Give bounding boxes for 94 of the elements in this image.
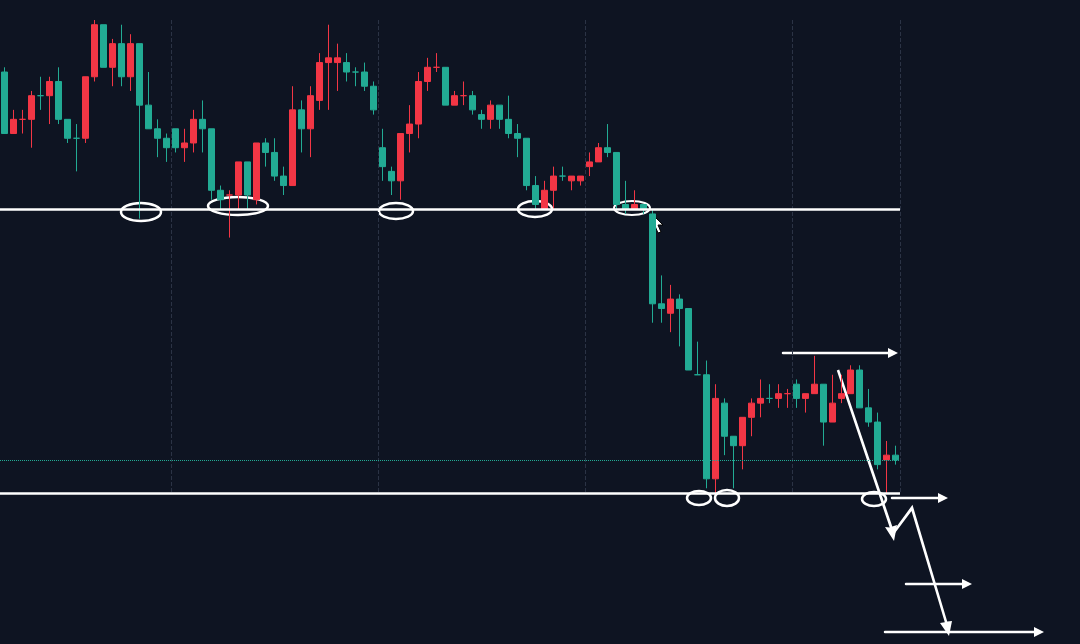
candlestick [820,383,827,447]
candlestick [253,142,260,205]
candlestick [541,180,548,210]
candlestick [136,43,143,220]
candlestick [748,397,755,437]
candlestick [433,52,440,73]
candlestick [415,71,422,139]
candlestick [451,90,458,106]
candlestick [91,19,98,82]
candlestick [190,109,197,153]
candlestick [766,383,773,404]
candlestick [64,118,71,144]
candlestick [181,128,188,163]
candlestick [883,440,890,494]
candlestick [397,133,404,201]
candlestick [442,66,449,106]
candlestick [208,128,215,201]
candlestick [568,175,575,191]
candlestick [613,151,620,210]
candlestick [595,142,602,163]
candlestick [352,66,359,87]
candlestick [118,24,125,87]
candlestick [847,364,854,395]
candlestick [37,76,44,111]
candlestick [217,185,224,210]
candlestick [154,118,161,158]
candlestick [676,293,683,347]
candlestick [343,52,350,82]
candlestick [82,76,89,144]
candlestick [865,388,872,428]
candlestick [811,355,818,395]
candlestick [532,175,539,210]
candlestick [235,161,242,210]
candlestick [388,166,395,196]
candlestick [289,85,296,187]
candlestick [649,208,656,324]
candlestick [28,90,35,149]
candlestick [406,104,413,153]
candlestick [514,123,521,158]
candlestick [334,43,341,92]
candlestick [379,128,386,182]
candlestick [838,374,845,404]
candlestick [325,24,332,111]
candlestick [487,99,494,130]
candlestick [802,393,809,414]
candlestick [622,180,629,215]
candlestick [829,374,836,423]
candlestick [460,80,467,106]
candlestick [424,57,431,92]
candlestick [712,383,719,494]
candlestick [163,133,170,163]
candlestick [496,104,503,130]
candlestick [469,90,476,116]
candlestick [46,76,53,125]
candlestick [721,397,728,456]
candlestick [523,137,530,191]
candlestick [244,161,251,210]
candlestick [280,166,287,196]
candlestick [478,109,485,130]
candlestick [604,123,611,158]
candlestick [1,66,8,135]
candlestick [739,416,746,470]
candlestick [361,62,368,92]
candlestick [127,33,134,92]
candlestick [658,274,665,324]
candlestick [784,388,791,409]
candlestick [262,137,269,168]
candlestick [226,189,233,239]
candlestick [577,175,584,187]
candlestick [172,128,179,153]
candlestick [199,99,206,153]
candlestick [757,378,764,418]
candlestick [145,71,152,130]
candlestick [19,109,26,135]
candlestick [775,383,782,409]
candlestick [298,99,305,153]
candlestick [550,166,557,210]
candlestick [109,38,116,87]
candlestick [73,123,80,172]
candlestick [667,284,674,333]
candlestick [10,109,17,135]
candlestick [685,308,692,371]
candlestick [793,378,800,409]
candlestick [55,66,62,125]
candlestick [316,52,323,111]
candlestick [370,80,377,116]
candlestick [505,95,512,139]
candlestick [271,137,278,182]
candlestick [307,85,314,158]
candlestick [559,166,566,182]
candlestick [856,364,863,409]
candlestick [586,151,593,177]
candlestick [100,24,107,68]
candlestick [694,341,701,376]
